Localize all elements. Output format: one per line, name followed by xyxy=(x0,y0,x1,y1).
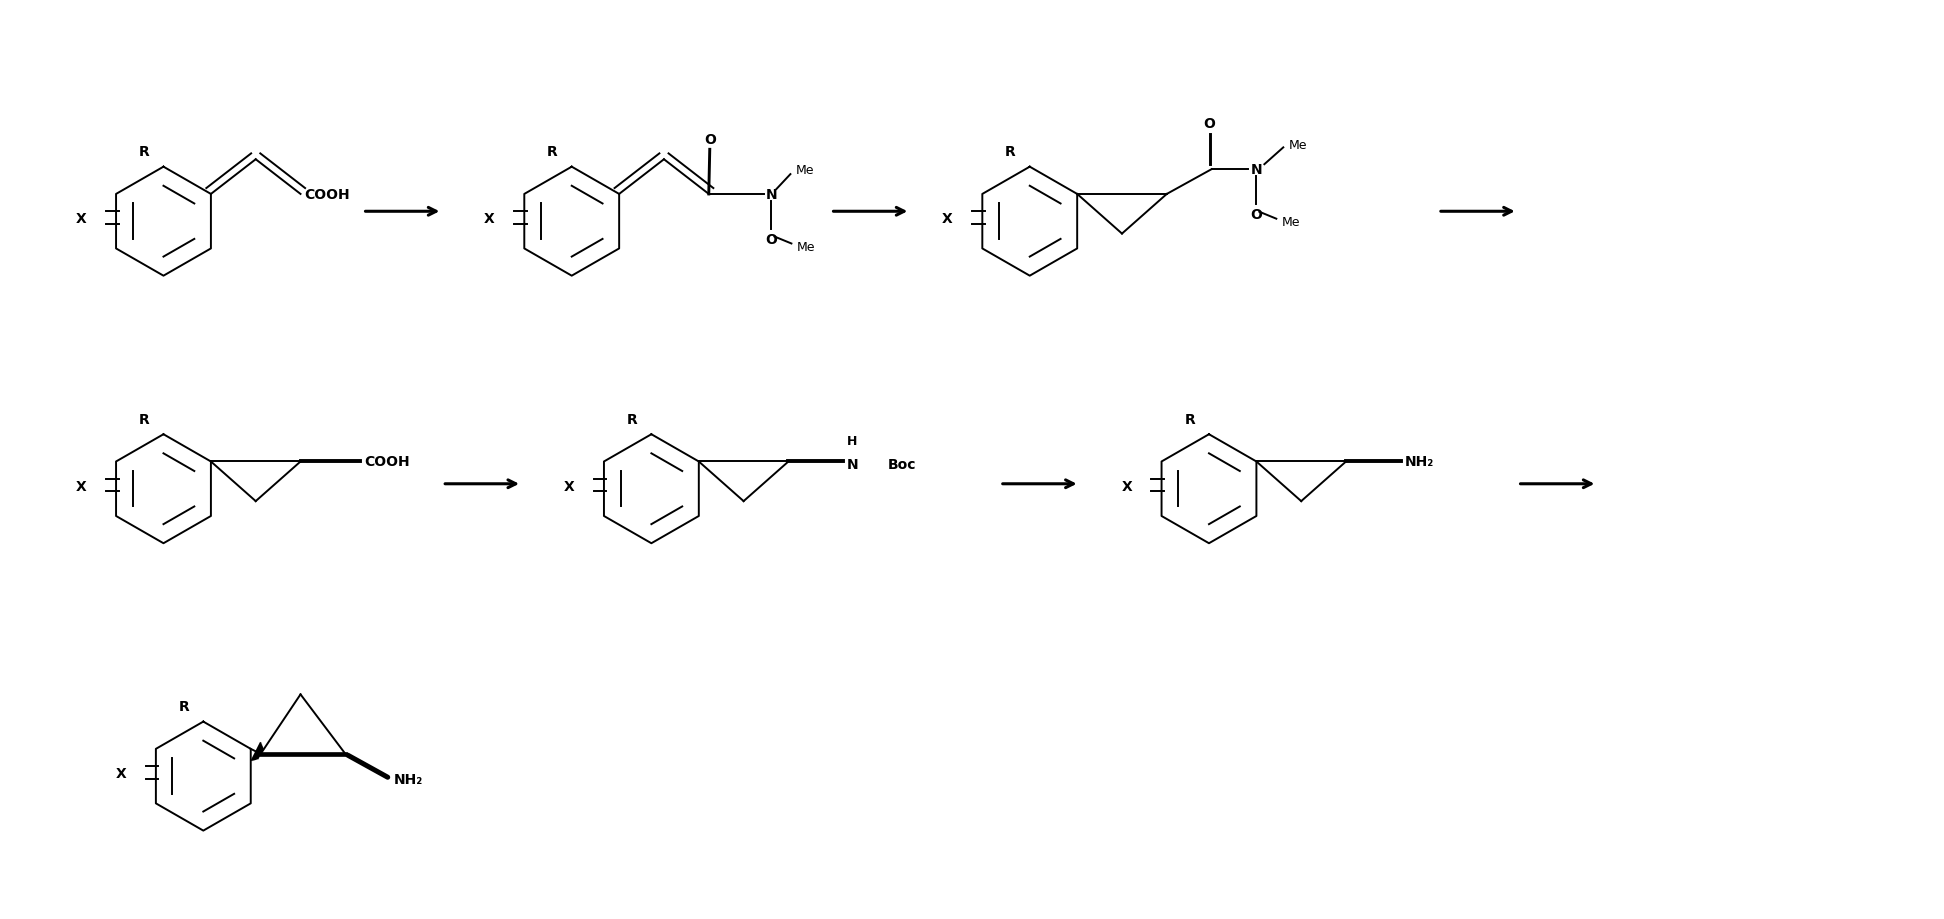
Text: Me: Me xyxy=(1281,216,1301,229)
Text: R: R xyxy=(179,699,189,714)
Text: N: N xyxy=(1250,163,1262,177)
Text: R: R xyxy=(546,145,558,159)
Text: Boc: Boc xyxy=(888,458,916,472)
Text: N: N xyxy=(766,187,778,201)
Text: X: X xyxy=(115,766,126,780)
Text: COOH: COOH xyxy=(305,187,350,201)
Text: O: O xyxy=(704,133,715,147)
Text: X: X xyxy=(76,480,87,494)
Text: R: R xyxy=(626,413,638,426)
Text: O: O xyxy=(1203,117,1215,130)
Text: R: R xyxy=(138,145,150,159)
Text: X: X xyxy=(76,212,87,226)
Text: R: R xyxy=(138,413,150,426)
Text: X: X xyxy=(564,480,575,494)
Text: O: O xyxy=(766,233,778,246)
Text: H: H xyxy=(848,434,857,448)
Text: COOH: COOH xyxy=(364,455,410,469)
Text: N: N xyxy=(846,458,857,472)
Text: NH₂: NH₂ xyxy=(395,772,424,786)
Text: O: O xyxy=(1250,208,1262,221)
Text: R: R xyxy=(1005,145,1017,159)
Text: X: X xyxy=(943,212,953,226)
Text: Me: Me xyxy=(795,164,815,176)
Text: Me: Me xyxy=(797,241,815,254)
Text: Me: Me xyxy=(1289,139,1306,152)
Text: X: X xyxy=(1122,480,1131,494)
Text: R: R xyxy=(1184,413,1196,426)
Text: NH₂: NH₂ xyxy=(1406,455,1435,469)
Text: X: X xyxy=(484,212,496,226)
